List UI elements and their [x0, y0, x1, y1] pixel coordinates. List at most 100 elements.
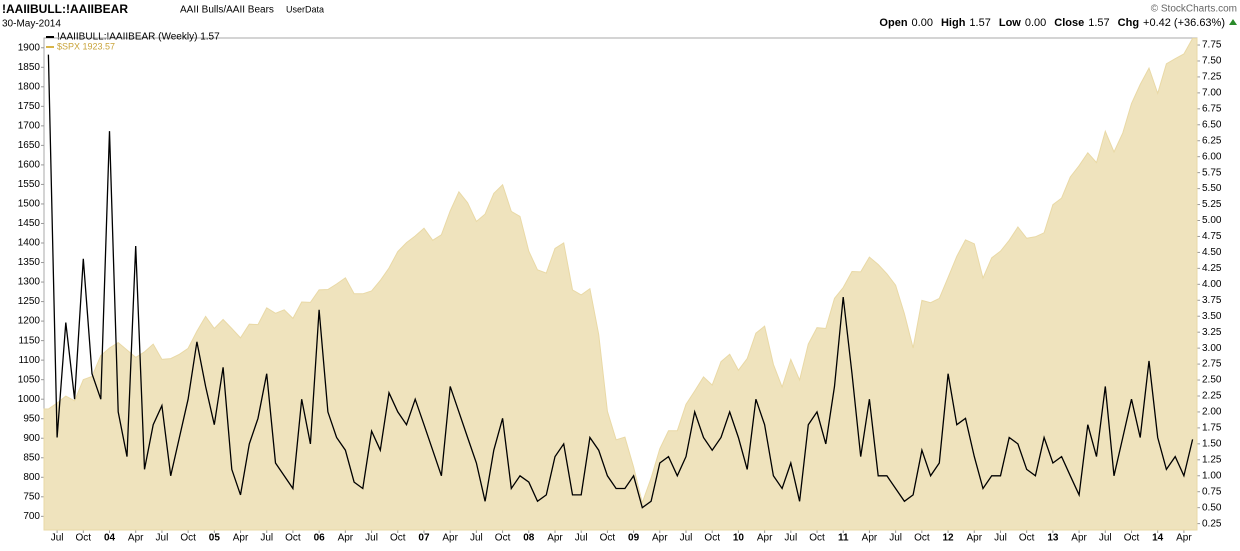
y-tick-label: 1850: [18, 62, 41, 73]
x-tick-label: Oct: [495, 533, 511, 544]
y-tick-label: 1400: [18, 238, 41, 249]
y-tick-label: 1750: [18, 101, 41, 112]
quote-value: 1.57: [1088, 17, 1109, 29]
x-tick-label: Jul: [156, 533, 169, 544]
x-tick-label: Apr: [966, 533, 982, 544]
y2-tick-label: 6.75: [1202, 103, 1222, 114]
y-tick-label: 1650: [18, 140, 41, 151]
y2-tick-label: 2.00: [1202, 407, 1222, 418]
y2-tick-label: 0.75: [1202, 486, 1222, 497]
y2-tick-label: 1.50: [1202, 438, 1222, 449]
ratio-line: [47, 54, 1194, 509]
quote-value: 1.57: [969, 17, 990, 29]
y2-tick-label: 0.50: [1202, 502, 1222, 513]
x-tick-label: Jul: [784, 533, 797, 544]
y-tick-label: 1450: [18, 218, 41, 229]
x-tick-label: Jul: [470, 533, 483, 544]
y2-tick-label: 4.75: [1202, 231, 1222, 242]
x-tick-label: Jul: [994, 533, 1007, 544]
y2-tick-label: 5.25: [1202, 199, 1222, 210]
y2-tick-label: 2.75: [1202, 359, 1222, 370]
y-tick-label: 1150: [18, 335, 40, 346]
y2-tick-label: 3.75: [1202, 295, 1222, 306]
x-tick-label: Apr: [1071, 533, 1087, 544]
up-arrow: [1229, 19, 1237, 25]
x-tick-label: Jul: [889, 533, 902, 544]
x-tick-label: Oct: [600, 533, 616, 544]
y2-tick-label: 5.50: [1202, 183, 1222, 194]
y-tick-label: 950: [23, 413, 40, 424]
y2-tick-label: 2.50: [1202, 375, 1222, 386]
x-tick-label: Apr: [862, 533, 878, 544]
y-tick-label: 1250: [18, 296, 41, 307]
y-tick-label: 1500: [18, 199, 41, 210]
x-tick-label: Apr: [757, 533, 773, 544]
symbol: !AAIIBULL:!AAIIBEAR: [2, 2, 128, 16]
y2-tick-label: 1.25: [1202, 454, 1222, 465]
y2-tick-label: 2.25: [1202, 391, 1222, 402]
x-tick-label: Apr: [338, 533, 354, 544]
y2-tick-label: 7.75: [1202, 40, 1222, 51]
quote-label: High: [941, 17, 966, 29]
y-tick-label: 850: [23, 452, 40, 463]
x-tick-label: Apr: [1176, 533, 1192, 544]
y2-tick-label: 0.25: [1202, 518, 1222, 529]
legend-label: $SPX 1923.57: [57, 41, 115, 51]
description: AAII Bulls/AAII Bears: [180, 5, 274, 16]
x-tick-label: Jul: [260, 533, 273, 544]
y-tick-label: 1350: [18, 257, 41, 268]
x-tick-label: Jul: [680, 533, 693, 544]
x-tick-label: 07: [418, 533, 430, 544]
source: UserData: [286, 4, 324, 14]
y2-tick-label: 4.25: [1202, 263, 1222, 274]
x-tick-label: 06: [314, 533, 326, 544]
spx-area: [43, 37, 1198, 531]
x-tick-label: 10: [733, 533, 745, 544]
y2-tick-label: 1.75: [1202, 423, 1222, 434]
y2-tick-label: 5.00: [1202, 215, 1222, 226]
y-tick-label: 1200: [18, 316, 41, 327]
x-tick-label: Oct: [1019, 533, 1035, 544]
x-tick-label: 05: [209, 533, 221, 544]
x-tick-label: Jul: [51, 533, 64, 544]
y2-tick-label: 3.00: [1202, 343, 1222, 354]
x-tick-label: Apr: [128, 533, 144, 544]
copyright: © StockCharts.com: [1151, 4, 1237, 15]
y2-tick-label: 1.00: [1202, 470, 1222, 481]
y-tick-label: 1550: [18, 179, 41, 190]
x-tick-label: Apr: [547, 533, 563, 544]
y-tick-label: 1900: [18, 42, 41, 53]
y2-tick-label: 5.75: [1202, 167, 1222, 178]
x-tick-label: Oct: [76, 533, 92, 544]
y2-tick-label: 4.50: [1202, 247, 1222, 258]
quote-label: Low: [999, 17, 1021, 29]
x-tick-label: Oct: [704, 533, 720, 544]
x-tick-label: Jul: [575, 533, 588, 544]
x-tick-label: Oct: [1124, 533, 1140, 544]
x-tick-label: Oct: [285, 533, 301, 544]
y-tick-label: 1050: [18, 374, 41, 385]
y-tick-label: 1800: [18, 81, 41, 92]
y2-tick-label: 6.00: [1202, 151, 1222, 162]
quote-value: +0.42 (+36.63%): [1143, 17, 1225, 29]
y2-tick-label: 3.50: [1202, 311, 1222, 322]
x-tick-label: 04: [104, 533, 116, 544]
x-tick-label: 08: [523, 533, 535, 544]
y2-tick-label: 7.25: [1202, 72, 1222, 83]
x-tick-label: Oct: [914, 533, 930, 544]
x-tick-label: Oct: [809, 533, 825, 544]
y2-tick-label: 6.50: [1202, 119, 1222, 130]
x-tick-label: Jul: [365, 533, 378, 544]
x-tick-label: Apr: [442, 533, 458, 544]
y2-tick-label: 4.00: [1202, 279, 1222, 290]
x-tick-label: 12: [942, 533, 954, 544]
quote-value: 0.00: [1025, 17, 1046, 29]
y-tick-label: 900: [23, 433, 40, 444]
x-tick-label: Apr: [652, 533, 668, 544]
y2-tick-label: 3.25: [1202, 327, 1222, 338]
x-tick-label: 13: [1047, 533, 1059, 544]
y2-tick-label: 7.00: [1202, 88, 1222, 99]
legend-label: !AAIIBULL:!AAIIBEAR (Weekly) 1.57: [57, 32, 220, 43]
y2-tick-label: 6.25: [1202, 135, 1222, 146]
y2-tick-label: 7.50: [1202, 56, 1222, 67]
